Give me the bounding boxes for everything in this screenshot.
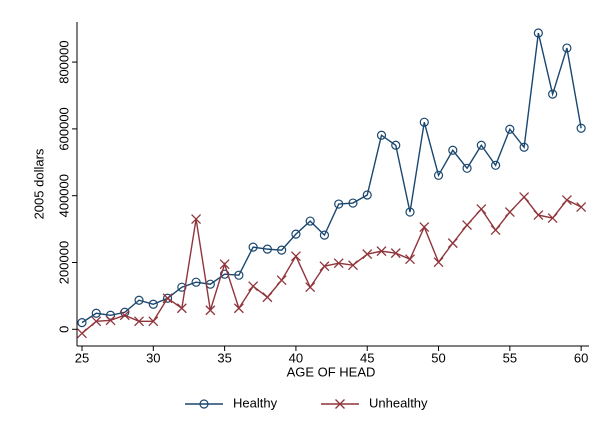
legend-label: Unhealthy: [369, 395, 428, 410]
x-tick-label: 35: [217, 350, 231, 365]
data-point: [333, 258, 344, 269]
data-point: [390, 248, 401, 259]
data-point: [547, 213, 558, 224]
data-point: [362, 190, 372, 200]
data-point: [419, 222, 430, 233]
data-point: [462, 220, 473, 231]
data-point: [262, 292, 273, 303]
data-point: [462, 163, 472, 173]
x-axis-label: AGE OF HEAD: [287, 364, 376, 379]
data-point: [476, 204, 487, 215]
data-point: [277, 245, 287, 255]
data-point: [220, 269, 230, 279]
data-point: [519, 142, 529, 152]
data-point: [77, 328, 87, 339]
data-point: [376, 246, 387, 257]
data-point: [362, 249, 373, 260]
data-point: [476, 140, 486, 150]
legend-label: Healthy: [233, 395, 278, 410]
data-point: [562, 43, 572, 53]
x-tick-label: 55: [503, 350, 517, 365]
data-point: [348, 198, 358, 208]
data-point: [391, 140, 401, 150]
series-line: [81, 195, 582, 334]
data-point: [576, 123, 586, 133]
data-point: [191, 214, 202, 225]
data-point: [77, 318, 87, 328]
data-point: [205, 305, 216, 316]
data-point: [248, 281, 259, 292]
x-tick-label: 40: [289, 350, 303, 365]
data-point: [519, 192, 530, 202]
series-line: [81, 32, 582, 324]
data-point: [319, 230, 330, 240]
x-tick-label: 30: [146, 350, 160, 365]
data-point: [433, 170, 444, 180]
data-point: [91, 316, 102, 327]
data-point: [176, 303, 187, 314]
data-point: [305, 282, 316, 293]
data-point: [334, 199, 344, 209]
data-point: [533, 210, 544, 221]
data-point: [504, 207, 515, 218]
data-point: [119, 310, 130, 321]
legend-marker: [335, 399, 345, 409]
data-point: [533, 28, 543, 38]
data-point: [348, 260, 358, 271]
y-tick-label: 0: [56, 326, 71, 333]
data-point: [105, 310, 116, 320]
data-point: [576, 202, 587, 213]
y-tick-label: 600000: [56, 107, 71, 150]
data-point: [148, 299, 158, 309]
data-point: [91, 308, 101, 318]
data-point: [276, 275, 287, 286]
y-tick-label: 400000: [56, 174, 71, 217]
y-tick-label: 200000: [56, 241, 71, 284]
data-point: [191, 277, 201, 287]
data-point: [419, 117, 429, 127]
data-point: [448, 145, 458, 155]
data-point: [433, 257, 444, 268]
data-point: [319, 261, 330, 272]
data-point: [305, 216, 315, 226]
data-point: [490, 225, 501, 236]
data-point: [405, 207, 415, 217]
data-point: [405, 254, 415, 265]
data-point: [291, 229, 301, 239]
data-point: [134, 295, 144, 305]
x-tick-label: 45: [360, 350, 374, 365]
legend-marker: [199, 399, 209, 409]
data-point: [134, 316, 144, 327]
data-point: [234, 270, 244, 280]
data-point: [561, 195, 572, 205]
data-point: [219, 259, 230, 270]
data-point: [505, 124, 515, 134]
x-tick-label: 25: [75, 350, 89, 365]
data-point: [376, 130, 387, 140]
data-point: [447, 238, 458, 249]
y-axis-label: 2005 dollars: [31, 148, 46, 219]
data-point: [548, 89, 558, 99]
x-tick-label: 50: [431, 350, 445, 365]
data-point: [105, 315, 116, 326]
data-point: [120, 307, 130, 317]
data-point: [248, 242, 258, 252]
data-point: [290, 251, 301, 262]
data-point: [233, 303, 244, 314]
x-tick-label: 60: [574, 350, 588, 365]
data-point: [490, 160, 501, 170]
data-point: [162, 293, 173, 304]
y-tick-label: 800000: [56, 40, 71, 83]
data-point: [262, 244, 272, 254]
data-point: [162, 293, 173, 303]
data-point: [148, 316, 159, 327]
